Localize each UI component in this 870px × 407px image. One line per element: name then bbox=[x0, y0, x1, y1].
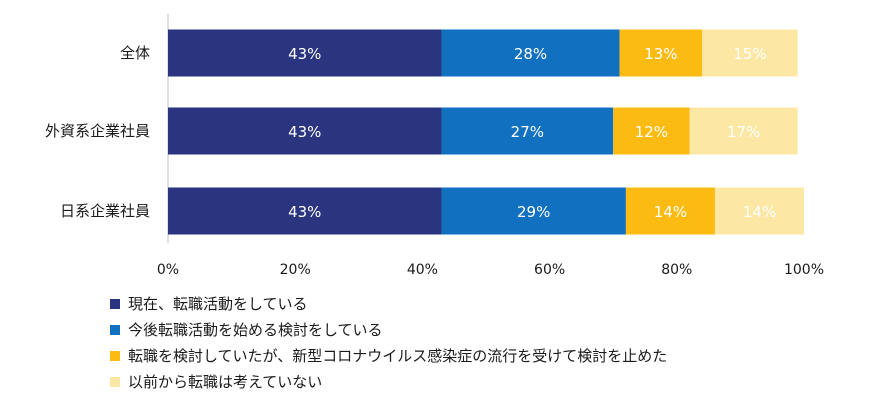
legend-item: 転職を検討していたが、新型コロナウイルス感染症の流行を受けて検討を止めた bbox=[110, 343, 667, 369]
legend: 現在、転職活動をしている今後転職活動を始める検討をしている転職を検討していたが、… bbox=[110, 291, 667, 395]
bar-segment bbox=[168, 29, 442, 77]
bar-segment bbox=[168, 187, 442, 235]
stacked-bar-chart: 全体 43% 28% 13% 15% 外資系企業社員 43% 27% 12% 17% 日系企業社員 4… bbox=[45, 14, 824, 278]
legend-swatch bbox=[110, 377, 120, 387]
legend-swatch bbox=[110, 299, 120, 309]
legend-item: 以前から転職は考えていない bbox=[110, 369, 667, 395]
legend-swatch bbox=[110, 325, 120, 335]
data-label: 29% bbox=[517, 203, 550, 221]
data-label: 15% bbox=[733, 45, 766, 63]
x-tick-label: 40% bbox=[407, 262, 438, 278]
bar-segment bbox=[613, 107, 690, 155]
legend-label: 今後転職活動を始める検討をしている bbox=[128, 321, 383, 339]
x-tick-label: 0% bbox=[157, 262, 179, 278]
x-tick-label: 80% bbox=[661, 262, 692, 278]
x-tick-label: 60% bbox=[534, 262, 565, 278]
data-label: 12% bbox=[635, 123, 668, 141]
bar-segment bbox=[441, 107, 614, 155]
data-label: 13% bbox=[644, 45, 677, 63]
bar-segment bbox=[689, 107, 798, 155]
data-label: 27% bbox=[511, 123, 544, 141]
legend-swatch bbox=[110, 351, 120, 361]
bar-segment bbox=[702, 29, 798, 77]
legend-label: 現在、転職活動をしている bbox=[128, 295, 308, 313]
bar-segment bbox=[441, 187, 626, 235]
legend-label: 転職を検討していたが、新型コロナウイルス感染症の流行を受けて検討を止めた bbox=[128, 347, 668, 365]
data-label: 43% bbox=[288, 203, 321, 221]
bar-segment bbox=[619, 29, 703, 77]
bar-segment bbox=[168, 107, 442, 155]
x-tick-label: 100% bbox=[784, 262, 824, 278]
bar-segment bbox=[441, 29, 620, 77]
legend-label: 以前から転職は考えていない bbox=[128, 373, 323, 391]
data-label: 28% bbox=[514, 45, 547, 63]
data-label: 14% bbox=[743, 203, 776, 221]
data-label: 14% bbox=[654, 203, 687, 221]
data-label: 43% bbox=[288, 123, 321, 141]
category-label: 日系企業社員 bbox=[60, 202, 150, 220]
data-label: 17% bbox=[727, 123, 760, 141]
bar-segment bbox=[625, 187, 715, 235]
legend-item: 現在、転職活動をしている bbox=[110, 291, 667, 317]
data-label: 43% bbox=[288, 45, 321, 63]
legend-item: 今後転職活動を始める検討をしている bbox=[110, 317, 667, 343]
bar-segment bbox=[714, 187, 804, 235]
category-label: 全体 bbox=[120, 44, 150, 62]
x-tick-label: 20% bbox=[280, 262, 311, 278]
category-label: 外資系企業社員 bbox=[45, 122, 150, 140]
